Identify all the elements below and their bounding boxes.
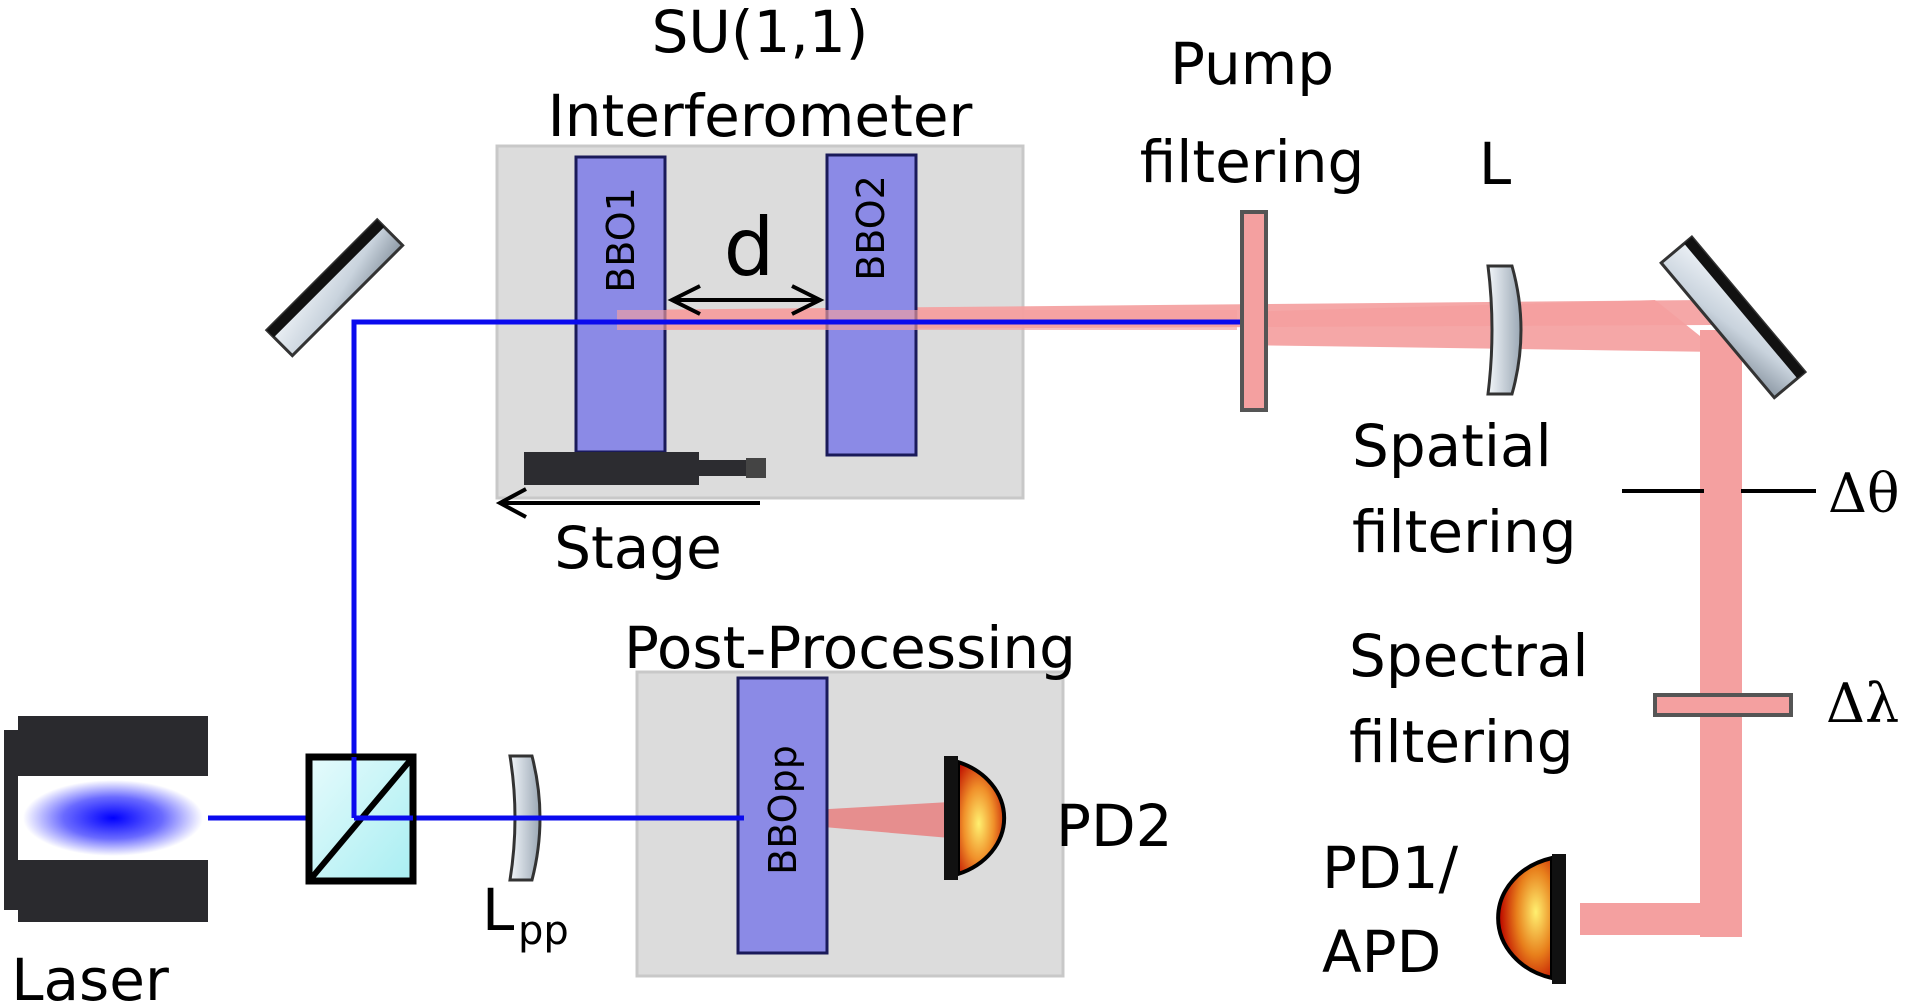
su11-label-line1: SU(1,1)	[652, 0, 869, 66]
delta-theta-label: Δθ	[1828, 462, 1900, 525]
laser-label: Laser	[11, 946, 169, 1005]
stage-screw	[699, 460, 747, 476]
stage-knob	[746, 458, 766, 478]
signal-beam-to-pd1	[1580, 903, 1742, 935]
pump-filter	[1240, 210, 1268, 412]
distance-label: d	[724, 201, 775, 294]
pd1-detector	[1496, 854, 1566, 984]
bbo1-crystal	[574, 155, 667, 454]
spectral-filtering-line1: Spectral	[1349, 622, 1588, 690]
stage-arrow	[495, 487, 760, 519]
su11-label-line2: Interferometer	[548, 82, 973, 150]
pd1-label-line1: PD1/	[1322, 834, 1459, 902]
bbo1-label: BBO1	[599, 187, 643, 293]
bbo2-label: BBO2	[849, 175, 893, 281]
signal-beam-vertical	[1700, 330, 1742, 937]
spatial-filtering-line2: filtering	[1352, 498, 1577, 566]
pump-filtering-line2: filtering	[1140, 128, 1365, 196]
lens-L-label: L	[1479, 130, 1511, 198]
spectral-filtering-line2: filtering	[1349, 708, 1574, 776]
bbopp-crystal	[736, 676, 829, 955]
sfg-beam-to-pd2	[812, 802, 950, 838]
delta-lambda-label: Δλ	[1826, 672, 1899, 735]
pd1-label-line2: APD	[1322, 918, 1441, 986]
pd2-label: PD2	[1056, 792, 1173, 860]
spatial-filtering-line1: Spatial	[1352, 412, 1552, 480]
mirror-top-left	[264, 217, 405, 358]
translation-stage	[524, 452, 699, 485]
post-processing-label: Post-Processing	[624, 614, 1076, 682]
pd2-detector	[944, 756, 1007, 880]
signal-beam-expanding	[1240, 300, 1720, 352]
spectral-filter	[1653, 693, 1793, 717]
bbo2-crystal	[825, 153, 918, 457]
stage-label: Stage	[554, 514, 722, 582]
pump-filtering-line1: Pump	[1170, 30, 1334, 98]
lens-L	[1486, 264, 1523, 396]
bbopp-label: BBOpp	[761, 745, 805, 875]
lpp-label-main: L	[482, 876, 514, 944]
distance-arrow	[667, 284, 825, 316]
laser	[4, 716, 208, 922]
mirror-right	[1659, 235, 1808, 400]
lpp-label-sub: pp	[518, 908, 569, 954]
